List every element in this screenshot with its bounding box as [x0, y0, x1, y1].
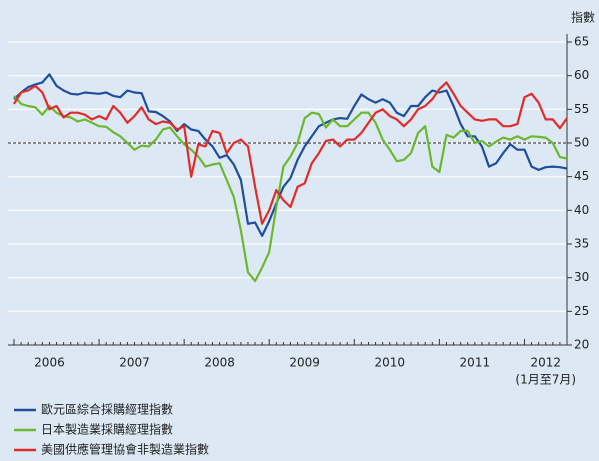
y-tick-label: 25: [574, 304, 589, 318]
x-tick-label: 2006: [34, 356, 65, 370]
annotation: (1月至7月): [515, 373, 576, 387]
x-tick-label: 2009: [289, 356, 320, 370]
x-tick-label: 2008: [204, 356, 235, 370]
y-tick-label: 55: [574, 102, 589, 116]
series-line: [13, 81, 568, 225]
y-tick-label: 40: [574, 203, 589, 217]
y-tick-label: 50: [574, 136, 589, 150]
x-tick-label: 2011: [460, 356, 491, 370]
x-tick-label: 2007: [119, 356, 150, 370]
y-axis-label: 指數: [571, 10, 595, 25]
y-tick-label: 60: [574, 68, 589, 82]
series-line: [13, 95, 568, 283]
legend-label: 美國供應管理協會非製造業指數: [41, 442, 209, 457]
y-tick-label: 20: [574, 338, 589, 352]
series-line: [13, 73, 568, 237]
x-tick-label: 2012: [530, 356, 561, 370]
y-tick-label: 30: [574, 270, 589, 284]
y-tick-label: 35: [574, 237, 589, 251]
y-tick-label: 45: [574, 169, 589, 183]
legend-label: 日本製造業採購經理指數: [41, 422, 173, 437]
y-tick-label: 65: [574, 35, 589, 49]
x-tick-label: 2010: [374, 356, 405, 370]
legend-label: 歐元區綜合採購經理指數: [41, 402, 173, 417]
